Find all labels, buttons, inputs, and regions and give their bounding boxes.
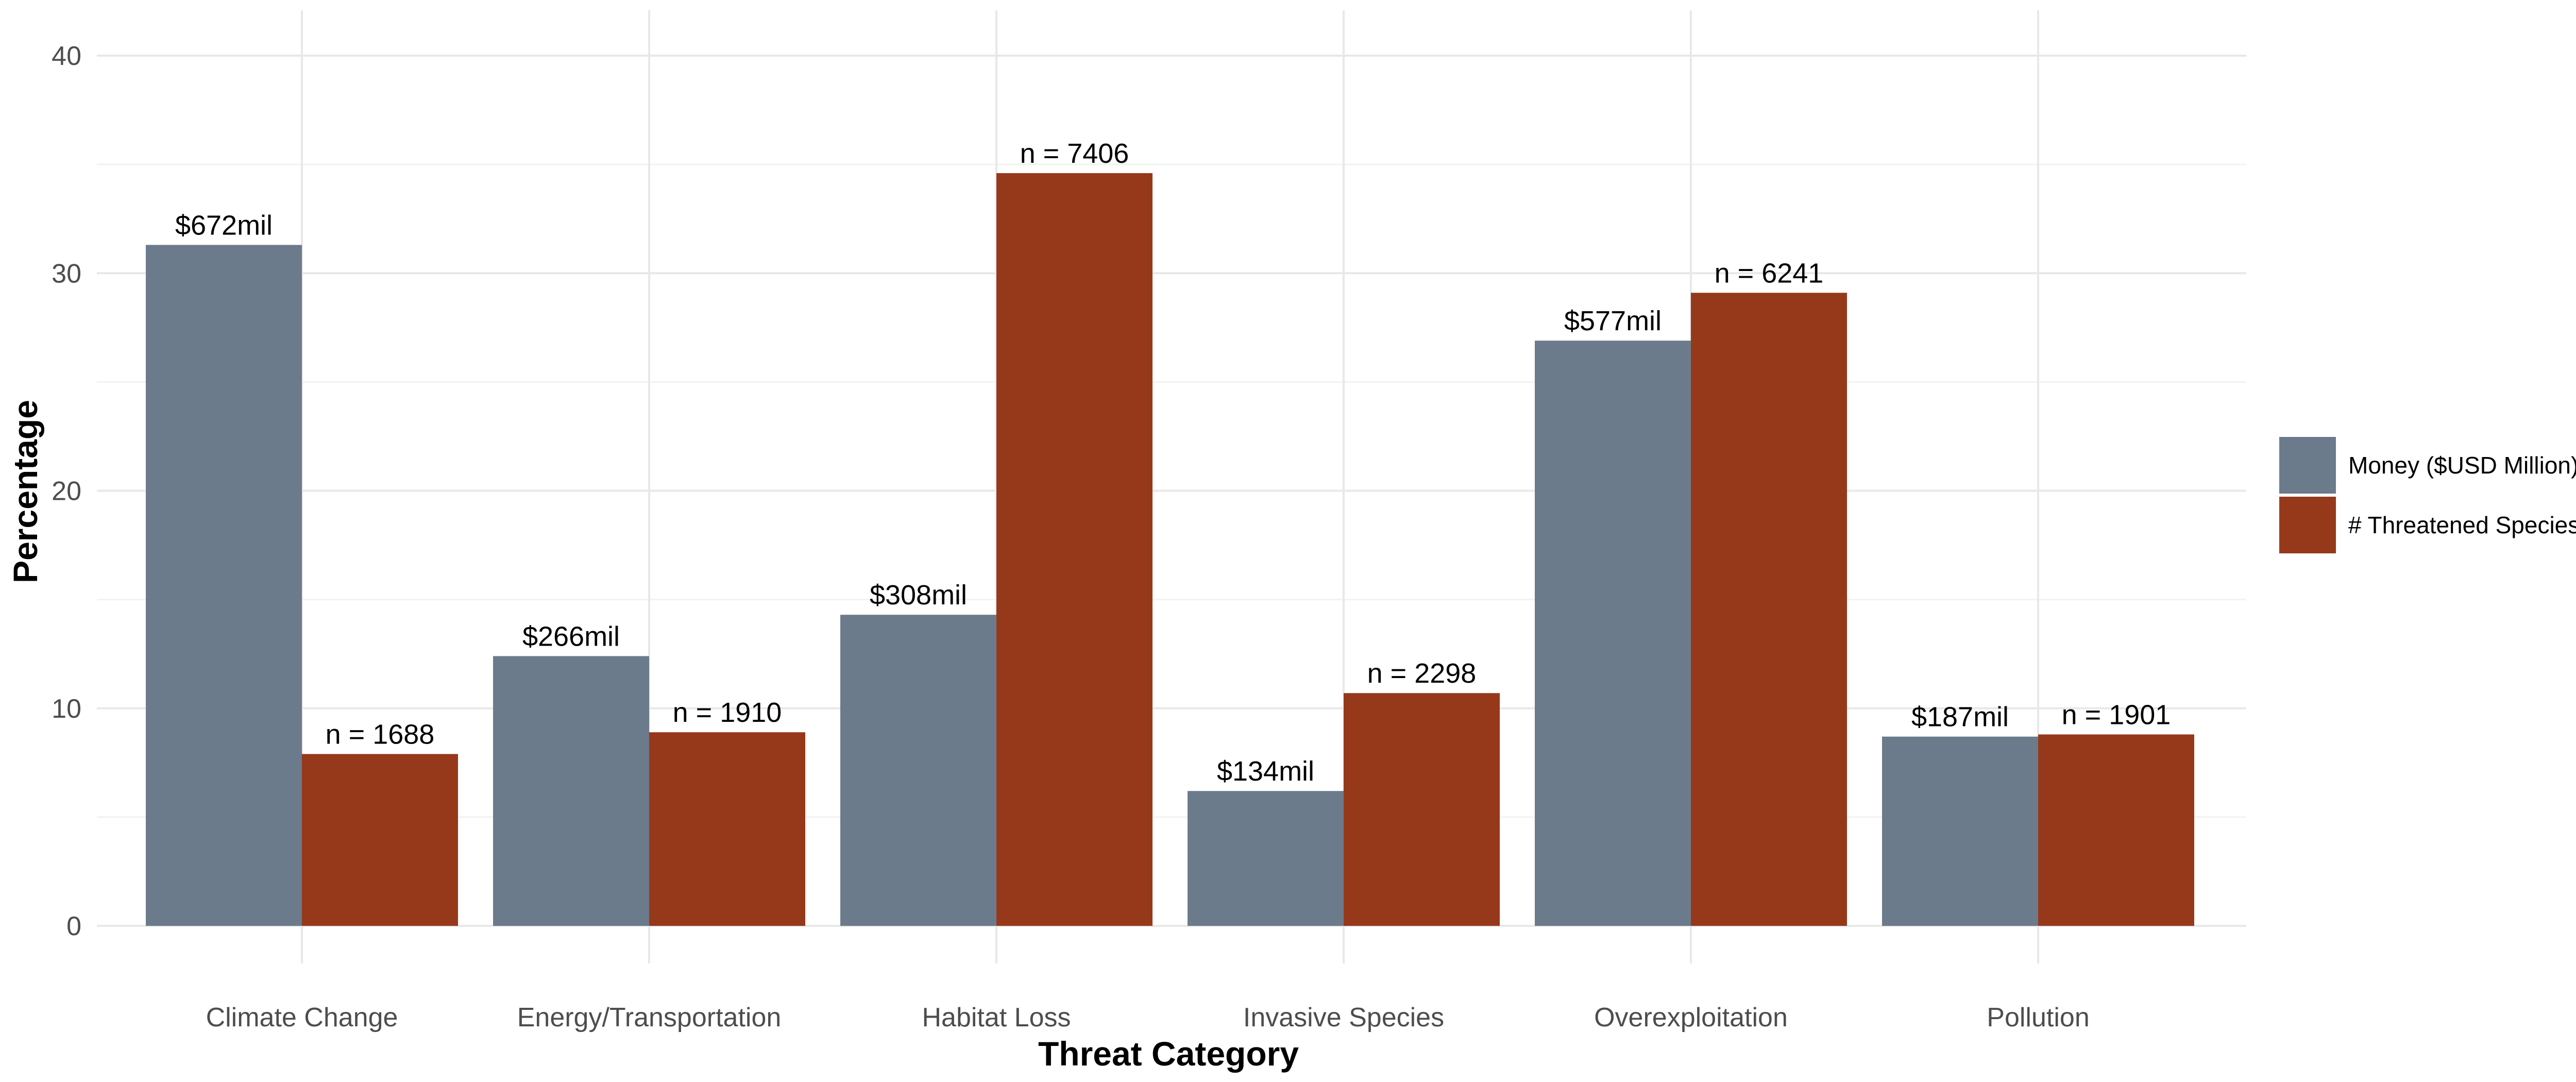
data-label: n = 1901 bbox=[2062, 699, 2171, 730]
x-tick-label: Pollution bbox=[1987, 1003, 2089, 1033]
bar bbox=[1188, 791, 1344, 926]
y-tick-label: 0 bbox=[66, 911, 81, 941]
x-tick-label: Overexploitation bbox=[1594, 1003, 1788, 1033]
data-label: $134mil bbox=[1217, 756, 1314, 787]
data-label: n = 1910 bbox=[673, 697, 782, 728]
bar bbox=[1344, 693, 1500, 926]
legend-key bbox=[2279, 437, 2336, 494]
data-label: $308mil bbox=[870, 580, 967, 611]
legend-key bbox=[2279, 497, 2336, 553]
y-tick-label: 40 bbox=[52, 41, 81, 71]
x-tick-label: Energy/Transportation bbox=[517, 1003, 782, 1033]
x-tick-label: Climate Change bbox=[206, 1003, 398, 1033]
y-tick-label: 30 bbox=[52, 259, 81, 289]
legend: Money ($USD Million) # Threatened Species bbox=[2279, 437, 2576, 553]
bar bbox=[1882, 736, 2038, 926]
bar bbox=[840, 615, 996, 926]
x-tick-label: Habitat Loss bbox=[922, 1003, 1071, 1033]
y-axis-title: Percentage bbox=[6, 400, 44, 583]
bar bbox=[1691, 293, 1847, 926]
bar bbox=[2038, 734, 2194, 926]
data-label: n = 2298 bbox=[1367, 658, 1477, 689]
bar-labels: $672mil n = 1688 $266mil n = 1910 $308mil n =… bbox=[175, 138, 2171, 787]
legend-label: # Threatened Species bbox=[2348, 512, 2576, 538]
bar bbox=[649, 732, 805, 926]
y-tick-label: 10 bbox=[52, 694, 81, 724]
y-axis-ticks: 0 10 20 30 40 bbox=[52, 41, 81, 941]
x-axis-ticks: Climate Change Energy/Transportation Habit… bbox=[206, 1003, 2090, 1033]
data-label: $577mil bbox=[1564, 306, 1662, 336]
bar bbox=[1535, 341, 1691, 926]
data-label: $187mil bbox=[1911, 702, 2009, 733]
legend-label: Money ($USD Million) bbox=[2348, 452, 2576, 479]
bar bbox=[146, 245, 302, 926]
data-label: n = 1688 bbox=[326, 719, 435, 750]
data-label: n = 6241 bbox=[1715, 258, 1824, 289]
data-label: n = 7406 bbox=[1020, 138, 1129, 169]
bars bbox=[146, 173, 2194, 926]
x-axis-title: Threat Category bbox=[1038, 1035, 1299, 1073]
data-label: $672mil bbox=[175, 210, 273, 241]
x-tick-label: Invasive Species bbox=[1243, 1003, 1444, 1033]
y-tick-label: 20 bbox=[52, 477, 81, 506]
bar bbox=[493, 656, 649, 926]
data-label: $266mil bbox=[522, 621, 620, 652]
bar bbox=[996, 173, 1153, 926]
bar bbox=[302, 754, 458, 926]
